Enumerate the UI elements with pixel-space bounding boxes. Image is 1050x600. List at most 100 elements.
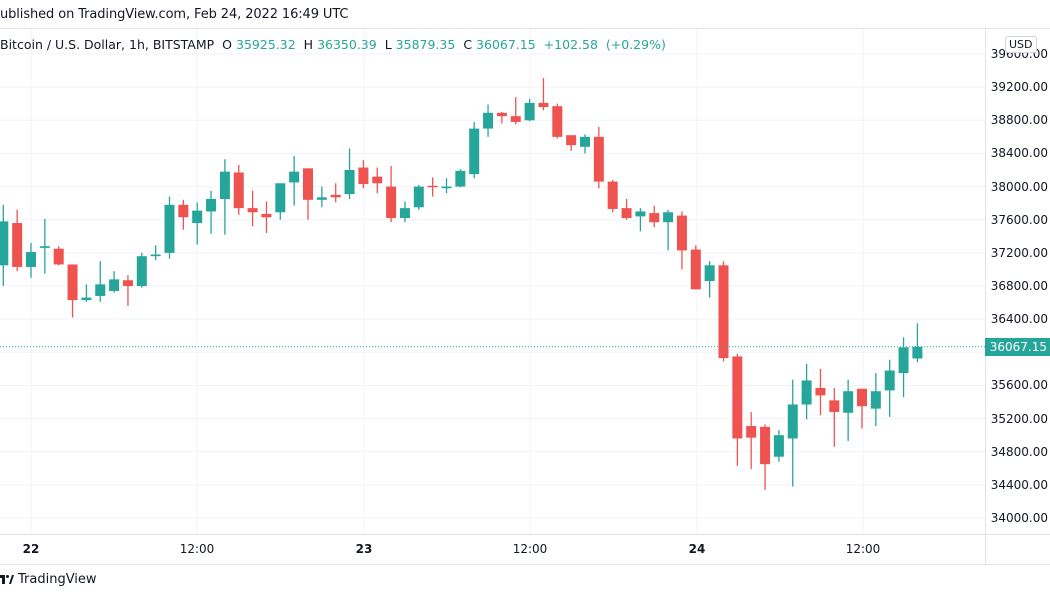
divider (0, 28, 1050, 29)
candle (566, 135, 577, 151)
candle (593, 126, 604, 189)
candle (330, 183, 341, 203)
candle (136, 252, 147, 288)
published-caption: ublished on TradingView.com, Feb 24, 202… (0, 7, 349, 22)
price-tick-label: 38400.00 (990, 146, 1048, 161)
time-tick-label: 23 (355, 542, 373, 556)
candle (247, 190, 258, 227)
symbol-legend: Bitcoin / U.S. Dollar, 1h, BITSTAMP O 359… (0, 37, 666, 52)
candle (303, 168, 313, 220)
price-tick-label: 34000.00 (990, 511, 1048, 526)
open-value: 35925.32 (236, 37, 296, 52)
candle (192, 202, 203, 245)
candle (510, 97, 521, 125)
price-tick-label: 34400.00 (990, 477, 1048, 492)
candle (206, 190, 217, 234)
candle (760, 424, 771, 490)
price-tick-label: 38000.00 (990, 179, 1048, 194)
candle (122, 275, 133, 306)
price-axis[interactable]: 39600.00 39200.00 38800.00 38400.00 38000.00… (985, 29, 1050, 534)
candle (67, 264, 78, 318)
candle (53, 246, 64, 266)
brand-name: TradingView (18, 572, 97, 587)
candle (12, 209, 23, 272)
footer-branding: TradingView (0, 572, 97, 587)
price-tick-label: 37600.00 (990, 212, 1048, 227)
currency-badge[interactable]: USD (1005, 36, 1037, 53)
candle (829, 387, 840, 447)
open-label: O (222, 37, 233, 52)
time-tick-label: 12:00 (845, 542, 881, 556)
candle (26, 242, 36, 278)
price-tick-label: 38800.00 (990, 113, 1048, 128)
candle (469, 121, 480, 179)
candle (552, 103, 563, 139)
price-tick-label: 37200.00 (990, 245, 1048, 260)
candle (233, 165, 244, 215)
low-value: 35879.35 (395, 37, 456, 52)
close-value: 36067.15 (476, 37, 536, 52)
candle (178, 199, 189, 230)
tradingview-logo-icon (0, 575, 14, 584)
candle (773, 430, 784, 462)
candle (109, 271, 120, 293)
last-price-tag: 36067.15 (985, 337, 1050, 356)
candle (150, 245, 161, 261)
candle (870, 373, 881, 427)
candle (884, 359, 895, 417)
axis-separator (985, 535, 986, 564)
candlestick-plot[interactable] (0, 29, 985, 534)
candle (289, 155, 300, 206)
candle (455, 169, 466, 188)
candle (261, 201, 272, 233)
candle (164, 196, 175, 259)
candle (358, 160, 369, 189)
price-tick-label: 39200.00 (990, 80, 1048, 95)
candle (39, 218, 50, 274)
candle (538, 78, 549, 111)
candle (732, 353, 743, 466)
close-label: C (463, 37, 473, 52)
candle (815, 368, 826, 416)
candle (663, 209, 674, 251)
time-tick-label: 24 (688, 542, 706, 556)
candle (413, 184, 424, 210)
candle (843, 379, 854, 441)
candle (649, 205, 660, 228)
candle (386, 165, 397, 223)
candle (621, 199, 632, 220)
candle (912, 323, 923, 363)
candle (607, 179, 618, 213)
time-axis[interactable]: 22 12:00 23 12:00 24 12:00 (0, 534, 1050, 565)
candle (441, 178, 452, 194)
symbol-title[interactable]: Bitcoin / U.S. Dollar, 1h, BITSTAMP (0, 37, 215, 52)
candle (524, 98, 535, 122)
chart-pane[interactable] (0, 29, 985, 534)
candle (496, 112, 507, 124)
time-tick-label: 12:00 (512, 542, 548, 556)
change-percent: (+0.29%) (605, 37, 666, 52)
candle (718, 261, 729, 362)
candle (676, 211, 687, 270)
candle (704, 261, 715, 298)
candle (275, 183, 286, 220)
high-label: H (303, 37, 314, 52)
candle (898, 337, 909, 398)
time-tick-label: 22 (22, 542, 40, 556)
change-value: +102.58 (543, 37, 598, 52)
candle (787, 379, 798, 487)
price-tick-label: 34800.00 (990, 444, 1048, 459)
candle (344, 148, 355, 200)
candle (399, 201, 410, 223)
price-tick-label: 35200.00 (990, 411, 1048, 426)
candle (372, 167, 383, 194)
candle (746, 411, 757, 470)
candle (219, 159, 230, 235)
price-tick-label: 35600.00 (990, 378, 1048, 393)
low-label: L (384, 37, 392, 52)
candle (95, 261, 106, 302)
candle (81, 284, 92, 302)
candle (316, 186, 327, 208)
candle (427, 177, 438, 197)
time-tick-label: 12:00 (179, 542, 215, 556)
